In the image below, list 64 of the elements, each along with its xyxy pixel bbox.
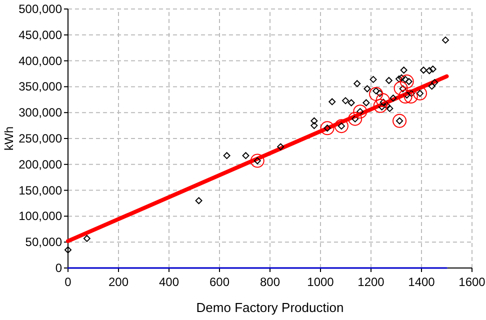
y-tick-label: 50,000	[25, 235, 62, 250]
point	[354, 80, 361, 88]
point	[242, 152, 250, 160]
point	[348, 99, 355, 106]
point	[342, 97, 349, 104]
x-tick-label: 1000	[307, 275, 334, 289]
point	[353, 104, 368, 119]
y-axis-title: kWh	[2, 126, 16, 150]
point	[364, 85, 371, 92]
y-tick-label: 150,000	[18, 183, 62, 198]
point	[83, 234, 90, 242]
y-tick-label: 350,000	[18, 80, 62, 94]
point	[370, 76, 377, 83]
x-tick-label: 1400	[408, 275, 436, 289]
y-tick-label: 0	[55, 261, 62, 275]
y-tick-label: 300,000	[18, 106, 62, 120]
point	[385, 76, 392, 84]
point	[369, 86, 384, 101]
point	[277, 143, 284, 150]
point	[334, 119, 348, 134]
y-tick-label: 200,000	[18, 157, 62, 172]
point	[223, 152, 230, 160]
y-tick-label: 400,000	[18, 54, 62, 68]
x-axis-title: Demo Factory Production	[196, 300, 344, 315]
y-tick-label: 450,000	[18, 28, 62, 42]
point	[400, 74, 414, 89]
point	[384, 102, 391, 110]
point	[392, 114, 407, 128]
x-tick-label: 200	[108, 275, 129, 289]
y-tick-label: 250,000	[18, 132, 62, 146]
point	[412, 86, 427, 100]
point	[373, 98, 388, 113]
point	[428, 82, 436, 90]
point	[195, 197, 202, 204]
y-tick-label: 500,000	[18, 2, 62, 16]
point	[400, 66, 408, 74]
x-tick-label: 1200	[358, 275, 385, 289]
point	[442, 36, 449, 44]
point	[250, 154, 264, 168]
x-tick-label: 1600	[458, 275, 486, 289]
point	[64, 246, 72, 254]
x-tick-label: 400	[158, 275, 180, 289]
point	[362, 99, 370, 106]
x-tick-label: 600	[209, 275, 230, 289]
point	[404, 90, 418, 104]
point	[386, 104, 394, 112]
point	[310, 122, 318, 130]
x-tick-label: 0	[64, 275, 72, 289]
point	[431, 79, 438, 86]
x-tick-label: 800	[260, 275, 280, 289]
y-tick-label: 100,000	[18, 209, 62, 224]
point	[398, 74, 406, 82]
point	[394, 81, 408, 96]
point	[348, 112, 362, 126]
point	[429, 66, 436, 73]
point	[310, 117, 318, 124]
point	[376, 93, 390, 108]
point	[398, 90, 412, 104]
point	[426, 67, 433, 74]
point	[420, 66, 428, 74]
point	[320, 121, 334, 136]
point	[390, 94, 397, 102]
point	[396, 75, 403, 82]
point	[328, 98, 336, 106]
